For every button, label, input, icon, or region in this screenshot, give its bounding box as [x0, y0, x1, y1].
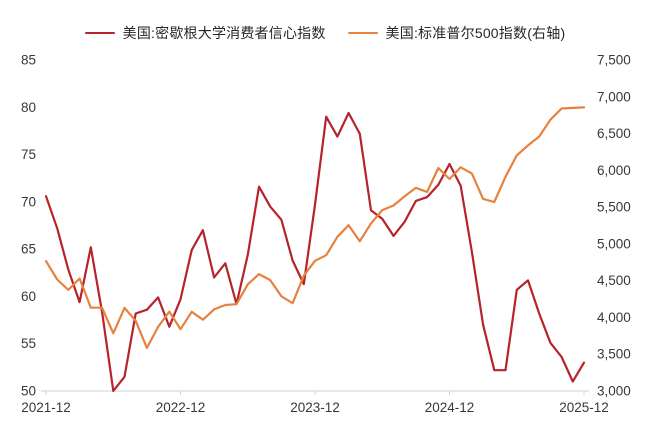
y-axis-left-tick-label: 75 [21, 147, 36, 162]
y-axis-right-tick-label: 5,500 [597, 200, 631, 215]
x-axis-tick-label: 2023-12 [290, 400, 340, 415]
y-axis-right-tick-label: 3,000 [597, 384, 631, 399]
y-axis-right-tick-label: 4,500 [597, 273, 631, 288]
legend-item-sp500[interactable]: 美国:标准普尔500指数(右轴) [347, 23, 566, 43]
y-axis-right-tick-label: 6,000 [597, 163, 631, 178]
sp500-line-swatch [347, 31, 378, 35]
x-axis-tick-label: 2025-12 [559, 400, 609, 415]
y-axis-left-tick-label: 50 [21, 384, 36, 399]
y-axis-left-tick-label: 85 [21, 53, 36, 68]
y-axis-right-tick-label: 7,500 [597, 53, 631, 68]
x-axis-tick-label: 2024-12 [425, 400, 475, 415]
y-axis-right-tick-label: 4,000 [597, 310, 631, 325]
sp500-line [44, 106, 586, 349]
y-axis-left-tick-label: 65 [21, 242, 36, 257]
x-axis-tick-label: 2021-12 [21, 400, 71, 415]
chart-legend: 美国:密歇根大学消费者信心指数 美国:标准普尔500指数(右轴) [0, 23, 650, 43]
michigan-sentiment-line [44, 111, 586, 393]
y-axis-right-tick-label: 6,500 [597, 126, 631, 141]
michigan-sentiment-line-swatch [84, 31, 115, 35]
y-axis-left-tick-label: 60 [21, 289, 36, 304]
y-axis-right-tick-label: 7,000 [597, 89, 631, 104]
y-axis-right-tick-label: 3,500 [597, 347, 631, 362]
legend-label-sp500: 美国:标准普尔500指数(右轴) [385, 25, 566, 41]
y-axis-left-tick-label: 55 [21, 336, 36, 351]
y-axis-right-tick-label: 5,000 [597, 236, 631, 251]
legend-item-michigan-sentiment[interactable]: 美国:密歇根大学消费者信心指数 [84, 23, 326, 43]
legend-label-michigan-sentiment: 美国:密歇根大学消费者信心指数 [122, 25, 326, 41]
x-axis-tick-label: 2022-12 [156, 400, 206, 415]
y-axis-left-tick-label: 80 [21, 100, 36, 115]
y-axis-left-tick-label: 70 [21, 194, 36, 209]
